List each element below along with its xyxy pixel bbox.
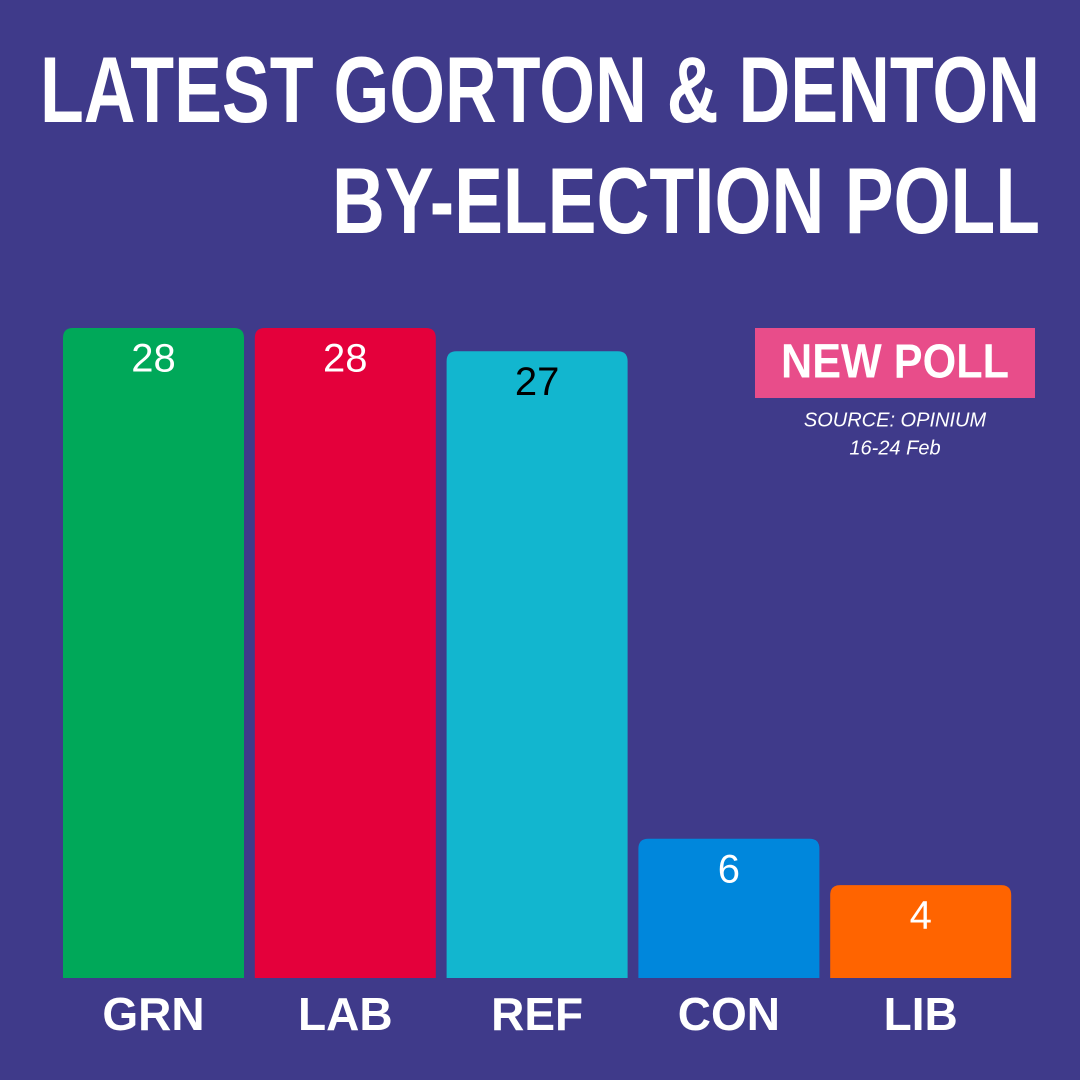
value-label: 6	[718, 847, 740, 891]
value-label: 28	[323, 337, 368, 381]
bar	[254, 328, 436, 978]
x-tick-label: CON	[678, 988, 780, 1040]
bar	[638, 838, 820, 978]
value-label: 4	[910, 894, 932, 938]
chart-title: LATEST GORTON & DENTON	[40, 37, 1040, 142]
chart-title: BY-ELECTION POLL	[332, 148, 1040, 253]
bar	[830, 885, 1012, 978]
badge-box	[755, 328, 1035, 398]
x-tick-label: REF	[491, 988, 583, 1040]
bar	[63, 328, 244, 978]
bar	[446, 351, 628, 978]
x-tick-label: LAB	[298, 988, 393, 1040]
date: 16-24 Feb	[849, 437, 940, 459]
source: SOURCE: OPINIUM	[804, 409, 987, 431]
value-label: 27	[515, 360, 560, 404]
x-tick-label: GRN	[102, 988, 204, 1040]
value-label: 28	[131, 337, 176, 381]
badge: NEW POLL	[781, 336, 1009, 389]
x-tick-label: LIB	[884, 988, 958, 1040]
